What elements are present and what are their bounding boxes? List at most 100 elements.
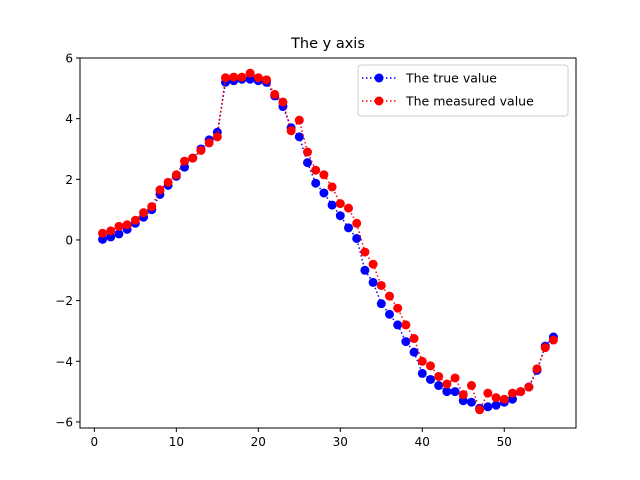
- x-tick-label: 20: [251, 435, 266, 449]
- data-point-the-measured-value: [245, 68, 255, 78]
- data-point-the-true-value: [450, 387, 460, 397]
- chart-title: The y axis: [290, 36, 365, 52]
- data-point-the-true-value: [294, 132, 304, 142]
- data-point-the-true-value: [491, 400, 501, 410]
- data-point-the-measured-value: [442, 379, 452, 389]
- data-point-the-true-value: [384, 309, 394, 319]
- data-point-the-measured-value: [204, 138, 214, 148]
- x-tick-label: 30: [333, 435, 348, 449]
- data-point-the-measured-value: [253, 73, 263, 83]
- data-point-the-measured-value: [417, 356, 427, 366]
- data-point-the-measured-value: [122, 220, 132, 230]
- data-point-the-measured-value: [524, 382, 534, 392]
- data-point-the-true-value: [442, 387, 452, 397]
- data-point-the-true-value: [434, 381, 444, 391]
- data-point-the-true-value: [360, 265, 370, 275]
- data-point-the-measured-value: [483, 388, 493, 398]
- x-tick-label: 0: [91, 435, 99, 449]
- legend-label-true-value: The true value: [405, 71, 497, 86]
- data-point-the-measured-value: [180, 156, 190, 166]
- data-point-the-measured-value: [475, 405, 485, 415]
- data-point-the-measured-value: [237, 72, 247, 82]
- data-point-the-measured-value: [303, 147, 312, 157]
- data-point-the-measured-value: [212, 132, 222, 142]
- data-point-the-measured-value: [376, 280, 386, 290]
- data-point-the-true-value: [417, 368, 427, 378]
- data-point-the-measured-value: [368, 259, 378, 269]
- data-point-the-measured-value: [409, 334, 419, 344]
- data-point-the-true-value: [335, 211, 345, 221]
- data-point-the-measured-value: [393, 303, 403, 313]
- y-axis: −6 −4 −2 0 2 4 6: [55, 52, 80, 429]
- y-tick-label: 6: [65, 52, 73, 66]
- x-axis: 0 10 20 30 40 50: [91, 428, 512, 449]
- data-point-the-measured-value: [98, 228, 108, 238]
- data-point-the-measured-value: [188, 153, 198, 163]
- data-point-the-measured-value: [425, 361, 435, 371]
- x-tick-label: 50: [497, 435, 512, 449]
- data-point-the-true-value: [376, 299, 386, 309]
- data-point-the-true-value: [352, 233, 362, 243]
- data-point-the-measured-value: [147, 202, 157, 212]
- data-point-the-measured-value: [548, 335, 558, 345]
- y-tick-label: −6: [55, 415, 73, 429]
- data-point-the-true-value: [344, 223, 353, 233]
- legend-box: [357, 64, 569, 117]
- legend-marker-measured-value: [374, 96, 384, 106]
- data-point-the-true-value: [466, 397, 476, 407]
- data-point-the-measured-value: [540, 343, 550, 353]
- data-point-the-true-value: [319, 188, 329, 198]
- axes-frame: [79, 57, 577, 429]
- legend-label-measured-value: The measured value: [405, 94, 534, 109]
- data-point-the-measured-value: [196, 146, 206, 155]
- data-point-the-measured-value: [229, 72, 239, 82]
- data-point-the-measured-value: [466, 381, 476, 391]
- data-point-the-true-value: [368, 277, 378, 287]
- data-point-the-measured-value: [262, 75, 272, 85]
- data-point-the-true-value: [409, 347, 419, 357]
- data-point-the-measured-value: [401, 320, 411, 330]
- y-tick-label: 0: [65, 233, 73, 247]
- data-point-the-measured-value: [278, 97, 288, 107]
- data-point-the-measured-value: [384, 291, 394, 301]
- data-point-the-measured-value: [352, 218, 362, 228]
- data-point-the-measured-value: [286, 126, 296, 136]
- y-tick-label: −2: [55, 294, 73, 308]
- data-point-the-true-value: [393, 320, 403, 330]
- data-point-the-measured-value: [335, 199, 345, 209]
- data-point-the-true-value: [303, 158, 312, 168]
- data-point-the-measured-value: [450, 373, 460, 383]
- data-point-the-measured-value: [491, 393, 501, 403]
- data-point-the-measured-value: [327, 182, 337, 192]
- x-tick-label: 40: [415, 435, 430, 449]
- data-point-the-measured-value: [344, 203, 353, 213]
- legend: The true value The measured value: [357, 64, 569, 117]
- data-point-the-measured-value: [319, 170, 329, 180]
- data-point-the-measured-value: [106, 226, 116, 236]
- data-point-the-measured-value: [458, 390, 468, 400]
- data-point-the-measured-value: [155, 185, 165, 195]
- y-tick-label: 2: [65, 173, 73, 187]
- plot-area: [98, 68, 558, 415]
- data-point-the-measured-value: [311, 165, 321, 175]
- y-tick-label: 4: [65, 112, 73, 126]
- data-point-the-true-value: [311, 178, 321, 188]
- data-point-the-measured-value: [130, 215, 140, 225]
- data-point-the-measured-value: [499, 394, 509, 404]
- data-point-the-measured-value: [532, 364, 542, 374]
- data-point-the-true-value: [425, 374, 435, 384]
- data-point-the-measured-value: [270, 89, 280, 99]
- data-point-the-measured-value: [221, 73, 231, 83]
- data-point-the-measured-value: [114, 221, 124, 231]
- data-point-the-measured-value: [516, 387, 526, 397]
- data-point-the-true-value: [401, 337, 411, 347]
- data-point-the-measured-value: [171, 170, 181, 180]
- data-point-the-true-value: [114, 229, 124, 239]
- y-tick-label: −4: [55, 355, 73, 369]
- legend-marker-true-value: [374, 73, 384, 83]
- data-point-the-measured-value: [139, 208, 149, 218]
- data-point-the-measured-value: [434, 371, 444, 381]
- data-point-the-measured-value: [163, 177, 173, 187]
- data-point-the-measured-value: [294, 115, 304, 125]
